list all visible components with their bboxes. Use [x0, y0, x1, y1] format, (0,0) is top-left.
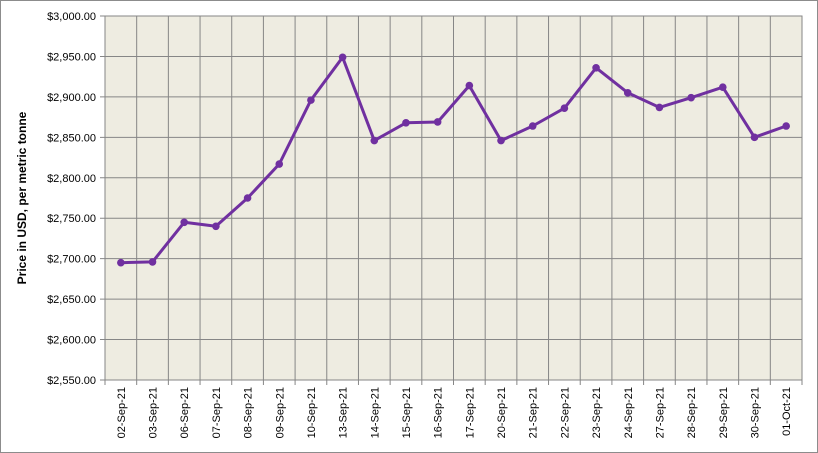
data-point	[782, 122, 790, 130]
x-tick-label: 29-Sep-21	[718, 387, 730, 438]
data-point	[655, 103, 664, 112]
y-tick-label: $2,550.00	[47, 375, 96, 387]
data-point	[275, 160, 284, 168]
y-tick-label: $2,700.00	[47, 254, 96, 266]
series-line	[120, 55, 787, 265]
x-tick-label: 15-Sep-21	[401, 387, 413, 438]
x-tick-label: 13-Sep-21	[338, 387, 350, 438]
data-point	[718, 83, 727, 91]
x-tick-label: 17-Sep-21	[464, 387, 476, 438]
gridlines	[100, 15, 803, 385]
data-point	[528, 122, 537, 130]
x-tick-label: 28-Sep-21	[686, 387, 698, 438]
data-point	[117, 258, 125, 267]
data-point	[687, 93, 695, 102]
x-tick-label: 27-Sep-21	[654, 387, 666, 438]
x-tick-label: 10-Sep-21	[306, 387, 318, 438]
y-tick-label: $2,950.00	[47, 51, 96, 63]
data-point	[338, 53, 347, 62]
x-tick-label: 22-Sep-21	[559, 387, 571, 438]
y-tick-label: $2,850.00	[47, 132, 96, 144]
data-point	[370, 136, 379, 145]
x-tick-label: 01-Oct-21	[781, 387, 793, 436]
x-tick-label: 21-Sep-21	[528, 387, 540, 438]
x-tick-label: 07-Sep-21	[211, 387, 223, 438]
x-tick-label: 03-Sep-21	[148, 387, 160, 438]
y-tick-label: $2,900.00	[47, 92, 96, 104]
x-tick-label: 08-Sep-21	[243, 387, 255, 438]
data-point	[623, 89, 632, 97]
data-points	[117, 53, 790, 267]
data-point	[592, 63, 600, 72]
x-tick-label: 16-Sep-21	[433, 387, 445, 438]
data-point	[560, 104, 569, 113]
data-point	[307, 96, 315, 104]
x-tick-label: 23-Sep-21	[591, 387, 603, 438]
x-tick-label: 30-Sep-21	[749, 387, 761, 438]
data-point	[180, 218, 189, 227]
data-point	[243, 194, 252, 202]
y-tick-label: $3,000.00	[47, 11, 96, 23]
y-axis-label: Price in USD, per metric tonne	[15, 111, 29, 284]
x-axis-tick-labels: 02-Sep-21 03-Sep-21 06-Sep-21 07-Sep-21 08-S…	[116, 387, 793, 438]
data-point	[402, 118, 410, 127]
data-point	[465, 81, 474, 90]
y-tick-label: $2,650.00	[47, 294, 96, 306]
x-tick-label: 20-Sep-21	[496, 387, 508, 438]
x-tick-label: 09-Sep-21	[274, 387, 286, 438]
data-point	[433, 118, 442, 126]
y-tick-label: $2,800.00	[47, 173, 96, 185]
x-tick-label: 24-Sep-21	[623, 387, 635, 438]
y-axis-tick-labels: $2,550.00 $2,600.00 $2,650.00 $2,700.00 $2,7…	[47, 11, 96, 387]
y-tick-label: $2,750.00	[47, 213, 96, 225]
data-point	[750, 133, 759, 142]
data-point	[148, 258, 157, 266]
data-point	[212, 222, 220, 231]
data-point	[497, 136, 505, 145]
x-tick-label: 14-Sep-21	[369, 387, 381, 438]
y-tick-label: $2,600.00	[47, 335, 96, 347]
x-tick-label: 06-Sep-21	[179, 387, 191, 438]
x-tick-label: 02-Sep-21	[116, 387, 128, 438]
